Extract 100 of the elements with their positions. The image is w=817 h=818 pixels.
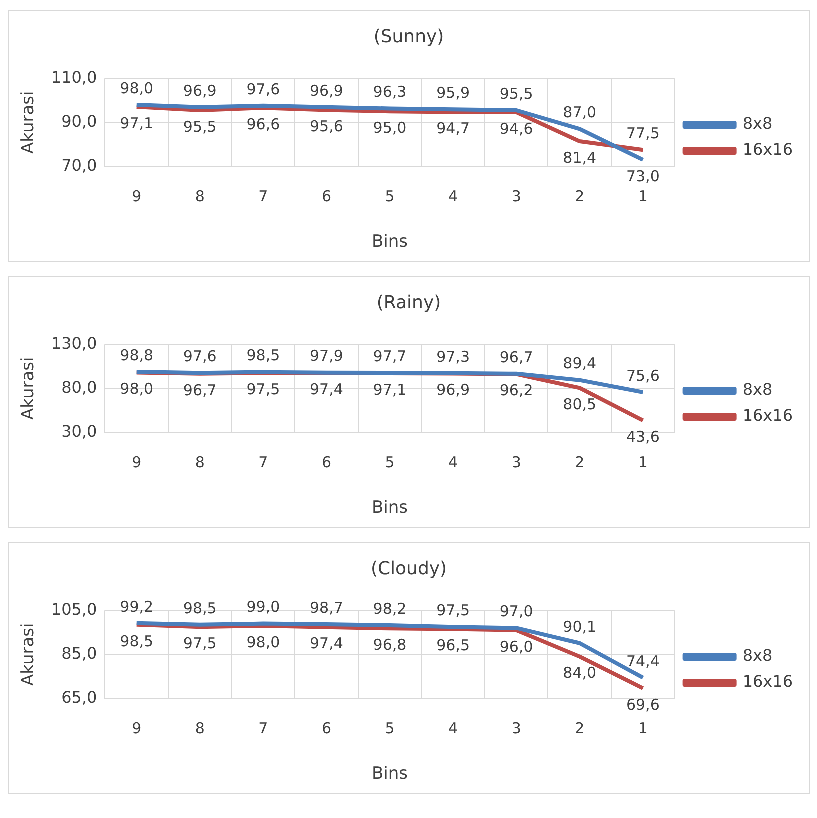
data-label: 95,9 (436, 84, 470, 102)
legend-label: 8x8 (742, 114, 773, 134)
data-label: 94,7 (436, 120, 470, 138)
data-label: 73,0 (626, 167, 660, 186)
x-tick-label: 9 (132, 187, 142, 206)
x-tick-label: 5 (385, 187, 395, 206)
data-label: 98,0 (246, 633, 280, 652)
data-label: 97,5 (183, 634, 217, 652)
data-label: 94,6 (500, 120, 534, 138)
data-label: 43,6 (626, 428, 660, 446)
chart-title: (Sunny) (374, 26, 444, 48)
y-tick-label: 90,0 (62, 112, 98, 131)
x-tick-label: 4 (448, 453, 458, 472)
x-tick-label: 6 (322, 453, 332, 472)
legend-label: 8x8 (742, 380, 773, 400)
chart-title: (Cloudy) (370, 558, 448, 580)
data-label: 90,1 (563, 618, 597, 636)
data-label: 97,4 (310, 634, 344, 653)
data-label: 96,5 (436, 636, 470, 655)
x-tick-label: 3 (512, 453, 522, 472)
y-tick-label: 70,0 (62, 156, 98, 175)
data-label: 96,9 (183, 82, 217, 100)
x-tick-label: 1 (638, 187, 648, 206)
data-label: 98,7 (310, 598, 344, 617)
data-label: 97,9 (310, 347, 344, 366)
data-label: 96,9 (436, 381, 470, 400)
data-label: 97,6 (246, 80, 280, 98)
data-label: 95,6 (310, 118, 344, 136)
data-label: 97,1 (373, 380, 407, 399)
legend-label: 16x16 (742, 406, 793, 426)
data-label: 96,8 (373, 636, 407, 654)
y-axis-title: Akurasi (18, 623, 39, 686)
data-label: 95,5 (500, 84, 534, 103)
data-label: 97,5 (246, 380, 280, 399)
x-tick-label: 2 (575, 453, 585, 472)
y-axis-title: Akurasi (18, 91, 39, 154)
x-tick-label: 8 (195, 719, 205, 738)
data-label: 77,5 (626, 124, 660, 142)
data-label: 97,6 (183, 348, 217, 366)
data-label: 80,5 (563, 396, 597, 414)
y-tick-label: 80,0 (62, 378, 98, 397)
data-label: 97,1 (120, 114, 154, 132)
data-label: 81,4 (563, 148, 597, 167)
data-label: 87,0 (563, 104, 597, 122)
x-tick-label: 3 (512, 719, 522, 738)
x-tick-label: 2 (575, 719, 585, 738)
x-tick-label: 5 (385, 453, 395, 472)
data-label: 97,4 (310, 380, 344, 399)
data-label: 98,5 (246, 346, 280, 365)
y-axis-title: Akurasi (18, 357, 39, 420)
x-tick-label: 8 (195, 187, 205, 206)
y-tick-label: 65,0 (62, 688, 98, 707)
x-axis-title: Bins (372, 764, 408, 784)
data-label: 99,0 (246, 598, 280, 616)
data-label: 95,5 (183, 118, 217, 136)
x-tick-label: 1 (638, 453, 648, 472)
data-label: 96,7 (500, 348, 534, 366)
y-tick-label: 30,0 (62, 422, 98, 441)
x-tick-label: 4 (448, 187, 458, 206)
data-label: 96,2 (500, 382, 534, 400)
x-tick-label: 6 (322, 187, 332, 206)
data-label: 98,5 (183, 599, 217, 618)
x-tick-label: 6 (322, 719, 332, 738)
data-label: 98,0 (120, 380, 154, 398)
data-label: 96,9 (310, 82, 344, 100)
legend-label: 16x16 (742, 140, 793, 160)
data-label: 96,0 (500, 638, 534, 656)
data-label: 69,6 (626, 696, 660, 714)
data-label: 99,2 (120, 598, 154, 616)
x-tick-label: 9 (132, 719, 142, 738)
data-label: 96,7 (183, 381, 217, 400)
x-tick-label: 4 (448, 719, 458, 738)
y-tick-label: 85,0 (62, 644, 98, 663)
x-tick-label: 9 (132, 453, 142, 472)
data-label: 96,3 (373, 83, 407, 102)
data-label: 74,4 (626, 652, 660, 670)
data-label: 95,0 (373, 118, 407, 137)
x-tick-label: 7 (258, 719, 268, 738)
y-tick-label: 110,0 (51, 68, 98, 87)
data-label: 89,4 (563, 354, 597, 373)
data-label: 96,6 (246, 115, 280, 134)
y-tick-label: 130,0 (51, 334, 98, 353)
x-tick-label: 1 (638, 719, 648, 738)
data-label: 97,7 (373, 347, 407, 366)
data-label: 97,0 (500, 602, 534, 621)
x-tick-label: 2 (575, 187, 585, 206)
x-tick-label: 7 (258, 453, 268, 472)
data-label: 97,3 (436, 348, 470, 366)
x-tick-label: 3 (512, 187, 522, 206)
data-label: 98,0 (120, 79, 154, 98)
data-label: 98,5 (120, 632, 154, 650)
data-label: 97,5 (436, 601, 470, 620)
x-tick-label: 7 (258, 187, 268, 206)
x-tick-label: 5 (385, 719, 395, 738)
data-label: 75,6 (626, 366, 660, 385)
legend-label: 8x8 (742, 646, 773, 666)
y-tick-label: 105,0 (51, 600, 98, 619)
x-tick-label: 8 (195, 453, 205, 472)
chart-title: (Rainy) (376, 292, 442, 314)
x-axis-title: Bins (372, 498, 408, 518)
